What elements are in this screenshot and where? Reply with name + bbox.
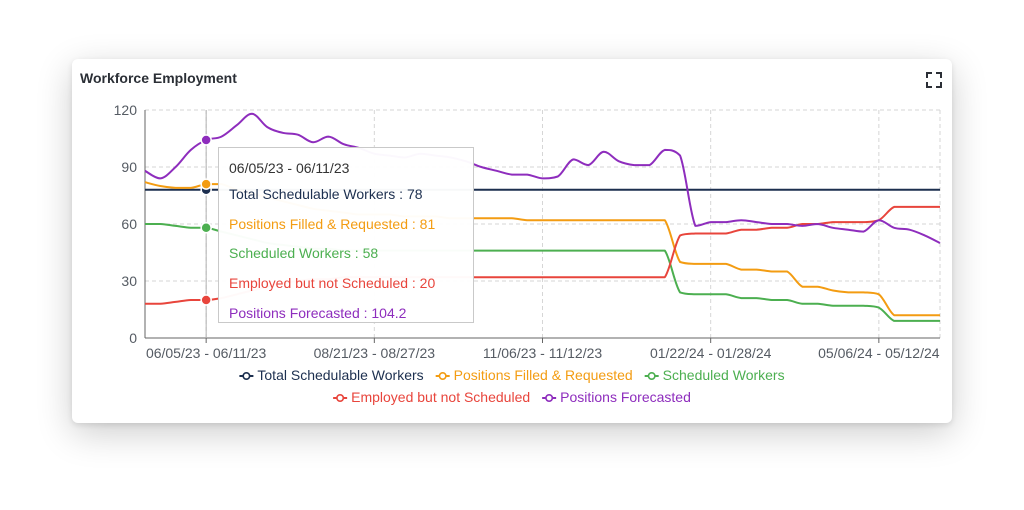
legend-item-total-schedulable-workers[interactable]: Total Schedulable Workers — [239, 367, 424, 383]
chart-tooltip: 06/05/23 - 06/11/23 Total Schedulable Wo… — [218, 147, 474, 323]
legend: Total Schedulable Workers Positions Fille… — [239, 367, 785, 405]
legend-label: Total Schedulable Workers — [257, 367, 423, 383]
legend-swatch-marker — [647, 371, 656, 380]
x-tick-label: 11/06/23 - 11/12/23 — [483, 345, 603, 361]
chart-card: Workforce Employment 0 30 60 90 120 06/05/23 … — [72, 59, 952, 423]
y-tick-label: 120 — [114, 102, 138, 118]
y-tick-label: 30 — [121, 273, 137, 289]
legend-label: Scheduled Workers — [663, 367, 785, 383]
tooltip-header: 06/05/23 - 06/11/23 — [229, 160, 350, 176]
legend-swatch-marker — [545, 393, 554, 402]
x-tick-label: 01/22/24 - 01/28/24 — [650, 345, 772, 361]
y-tick-label: 0 — [129, 330, 137, 346]
legend-label: Positions Forecasted — [560, 389, 691, 405]
y-tick-label: 60 — [121, 216, 137, 232]
x-tick-label: 08/21/23 - 08/27/23 — [314, 345, 436, 361]
hover-point-positions-filled-and-requested[interactable] — [200, 178, 212, 190]
card-title: Workforce Employment — [80, 70, 237, 86]
tooltip-employed-not-scheduled: Employed but not Scheduled : 20 — [229, 275, 436, 291]
hover-markers — [200, 110, 212, 338]
tooltip-positions-filled: Positions Filled & Requested : 81 — [229, 216, 436, 232]
tooltip-positions-forecasted: Positions Forecasted : 104.2 — [229, 305, 407, 321]
hover-point-scheduled-workers[interactable] — [200, 222, 212, 234]
legend-swatch-marker — [438, 371, 447, 380]
hover-point-employed-but-not-scheduled[interactable] — [200, 294, 212, 306]
tooltip-scheduled-workers: Scheduled Workers : 58 — [229, 245, 379, 261]
x-tick-label: 05/06/24 - 05/12/24 — [818, 345, 940, 361]
expand-icon — [926, 72, 942, 88]
axes: 0 30 60 90 120 06/05/23 - 06/11/23 08/21/23 - … — [114, 102, 940, 361]
series-line-positions-forecasted — [144, 112, 941, 244]
expand-button[interactable] — [925, 71, 943, 89]
legend-label: Positions Filled & Requested — [454, 367, 633, 383]
hover-point-positions-forecasted[interactable] — [200, 134, 212, 146]
tooltip-total-schedulable: Total Schedulable Workers : 78 — [229, 186, 423, 202]
legend-item-positions-filled-and-requested[interactable]: Positions Filled & Requested — [435, 367, 633, 383]
legend-item-employed-but-not-scheduled[interactable]: Employed but not Scheduled — [333, 389, 530, 405]
legend-item-positions-forecasted[interactable]: Positions Forecasted — [542, 389, 691, 405]
x-tick-label: 06/05/23 - 06/11/23 — [146, 345, 267, 361]
legend-row: Total Schedulable Workers Positions Fille… — [239, 367, 785, 383]
legend-item-scheduled-workers[interactable]: Scheduled Workers — [644, 367, 785, 383]
legend-label: Employed but not Scheduled — [351, 389, 530, 405]
legend-swatch-marker — [336, 393, 345, 402]
y-tick-label: 90 — [121, 159, 137, 175]
legend-row: Employed but not Scheduled Positions Fore… — [333, 389, 691, 405]
line-chart[interactable]: 0 30 60 90 120 06/05/23 - 06/11/23 08/21/23 - … — [72, 59, 952, 423]
legend-swatch-marker — [242, 371, 251, 380]
